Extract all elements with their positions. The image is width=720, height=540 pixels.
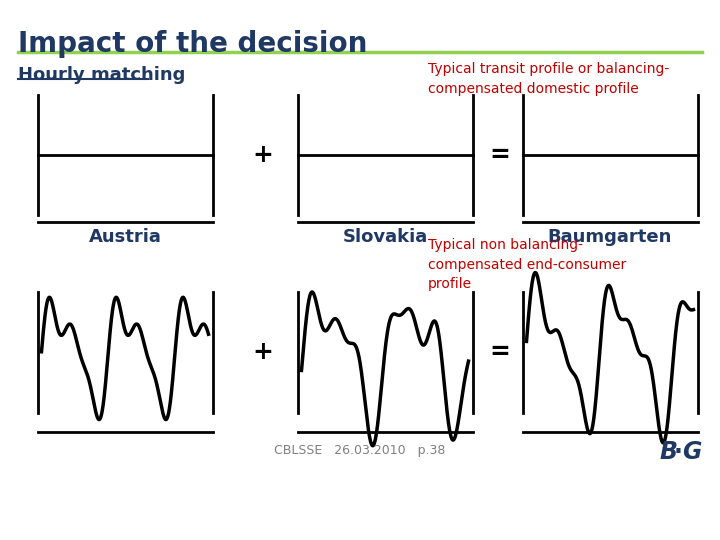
Text: Hourly matching: Hourly matching (18, 66, 185, 84)
Text: +: + (253, 143, 274, 167)
Text: G: G (682, 440, 701, 464)
Text: B: B (660, 440, 678, 464)
Text: Typical transit profile or balancing-
compensated domestic profile: Typical transit profile or balancing- co… (428, 62, 670, 96)
Text: Typical non balancing-
compensated end-consumer
profile: Typical non balancing- compensated end-c… (428, 238, 626, 291)
Text: =: = (490, 143, 510, 167)
Text: =: = (490, 340, 510, 364)
Text: +: + (253, 340, 274, 364)
Text: ·: · (674, 440, 683, 464)
Text: Impact of the decision: Impact of the decision (18, 30, 367, 58)
Text: Slovakia: Slovakia (343, 228, 428, 246)
Text: Baumgarten: Baumgarten (548, 228, 672, 246)
Text: CBLSSE   26.03.2010   p.38: CBLSSE 26.03.2010 p.38 (274, 444, 446, 457)
Text: Austria: Austria (89, 228, 161, 246)
